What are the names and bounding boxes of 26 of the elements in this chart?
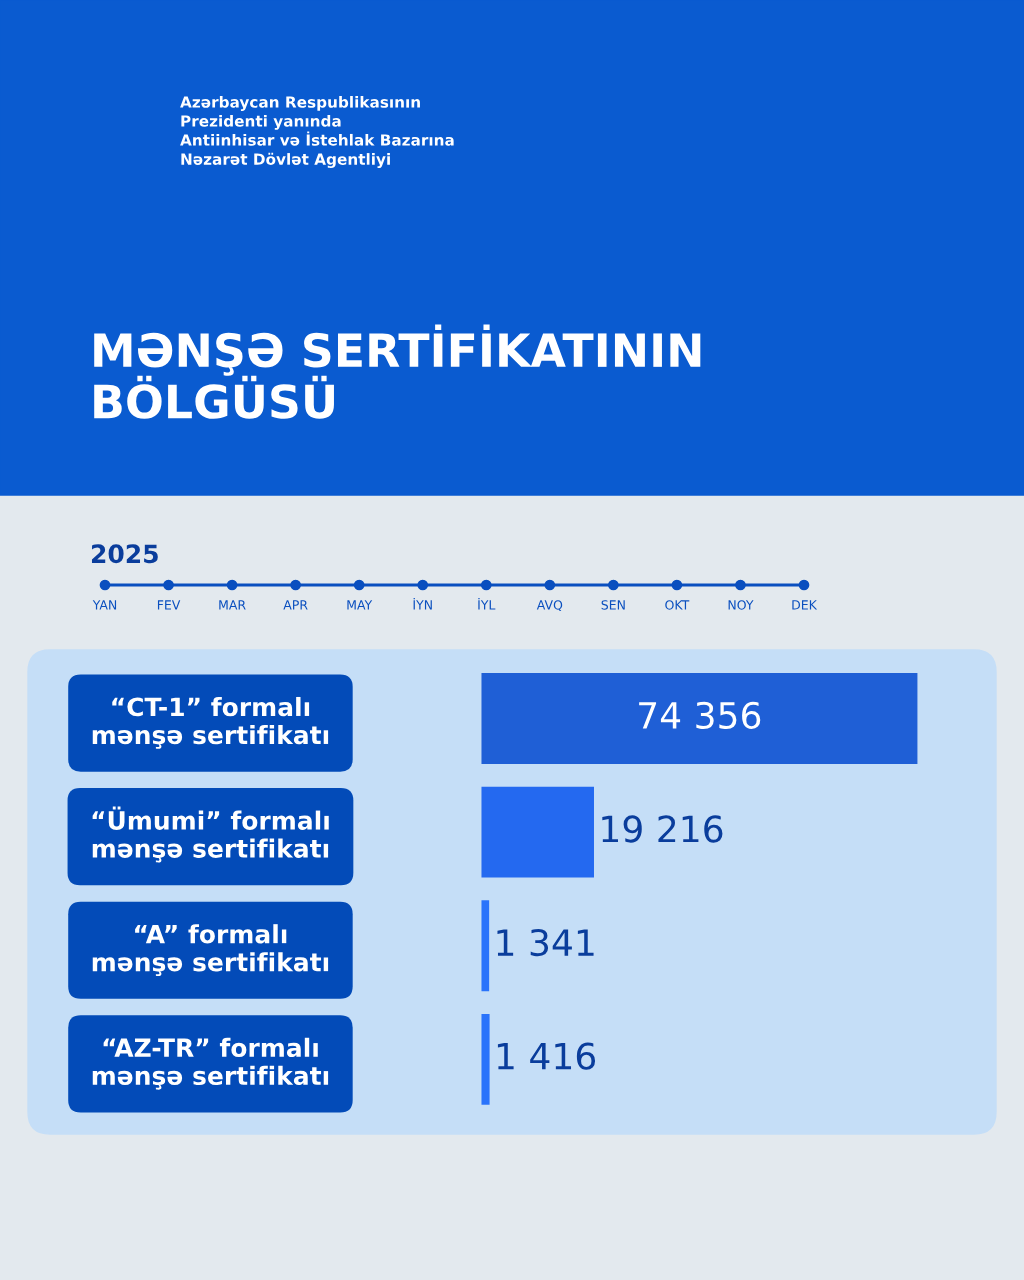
y-tick-label: “A” formalı mənşə sertifikatı xyxy=(92,924,329,977)
data-label: 19 216 xyxy=(602,815,723,843)
y-tick-label: “AZ-TR” formalı mənşə sertifikatı xyxy=(92,1037,329,1090)
text: İYL xyxy=(478,598,496,610)
text: AVQ xyxy=(536,600,563,612)
bar xyxy=(481,673,918,764)
data-label: 1 341 xyxy=(497,928,594,957)
text: MAR xyxy=(219,600,246,610)
text: MAY xyxy=(347,600,373,610)
text: FEV xyxy=(157,600,181,610)
text: NOY xyxy=(728,600,754,610)
bar xyxy=(481,1013,490,1105)
text: YAN xyxy=(92,600,117,610)
data-label: 74 356 xyxy=(639,701,761,730)
data-label: 1 416 xyxy=(497,1042,596,1070)
y-tick-label: “Ümumi” formalı mənşə sertifikatı xyxy=(92,806,329,863)
y-tick-label: “CT-1” formalı mənşə sertifikatı xyxy=(92,696,329,749)
text: DEK xyxy=(792,600,818,610)
text: SEN xyxy=(601,600,625,610)
bar xyxy=(481,786,594,878)
text: İYN xyxy=(413,598,432,610)
text: APR xyxy=(283,600,308,610)
chart-title: MƏNŞƏ SERTİFİKATININ BÖLGÜSÜ xyxy=(94,324,701,419)
text: 2025 xyxy=(91,544,158,564)
text: OKT xyxy=(665,600,690,610)
text: Azərbaycan Respublikasının Prezidenti yanında Antiinhisar və İstehlak Bazarına Nəzarət Dövlət Agentliyi xyxy=(180,96,454,168)
